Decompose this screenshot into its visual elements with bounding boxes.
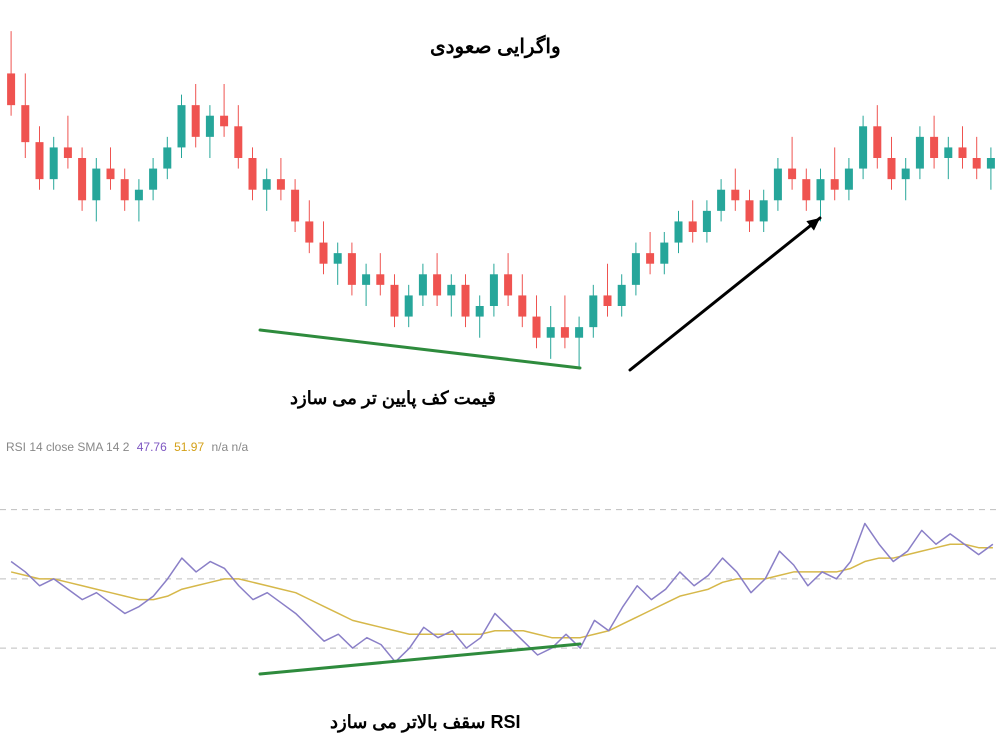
price-annotation: قیمت کف پایین تر می سازد [290,388,496,409]
rsi-annotation-bold: RSI [490,712,520,732]
rsi-indicator-label: RSI 14 close SMA 14 2 47.76 51.97 n/a n/… [6,440,252,454]
rsi-label-v2: 51.97 [174,440,204,454]
rsi-annotation: RSI سقف بالاتر می سازد [330,712,520,733]
chart-title: واگرایی صعودی [430,34,561,59]
chart-svg [0,0,1000,743]
rsi-label-na: n/a n/a [212,440,249,454]
rsi-annotation-text: سقف بالاتر می سازد [330,712,485,732]
rsi-label-v1: 47.76 [137,440,167,454]
rsi-label-base: RSI 14 close SMA 14 2 [6,440,129,454]
chart-root: واگرایی صعودی قیمت کف پایین تر می سازد R… [0,0,1000,743]
